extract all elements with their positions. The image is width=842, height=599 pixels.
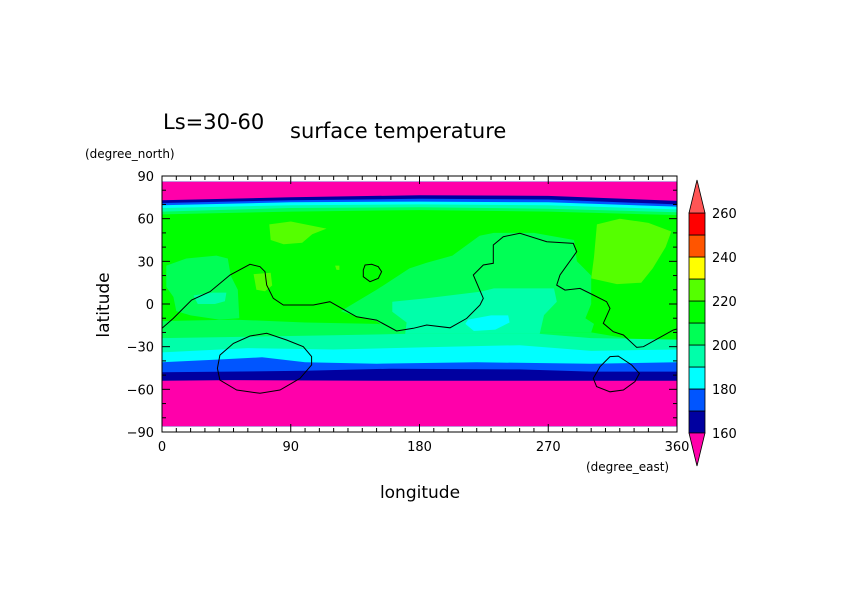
y-tick-label: −90 bbox=[127, 426, 154, 441]
colorbar-over-triangle bbox=[688, 179, 706, 214]
y-unit-label: (degree_north) bbox=[85, 147, 175, 161]
contour-fill-220-230 bbox=[591, 218, 672, 285]
colorbar-box-220 bbox=[688, 278, 706, 302]
contour-fill-<160 bbox=[162, 380, 677, 427]
contour-fill-<160 bbox=[162, 181, 677, 201]
y-tick-label: 90 bbox=[137, 170, 154, 185]
x-tick-label: 180 bbox=[407, 440, 432, 455]
x-unit-label: (degree_east) bbox=[586, 460, 669, 474]
x-axis-label: longitude bbox=[380, 483, 460, 503]
y-tick-labels: 90 60 30 0 −30 −60 −90 bbox=[127, 170, 154, 441]
y-tick-label: −60 bbox=[127, 383, 154, 398]
colorbar-box-230 bbox=[688, 256, 706, 280]
y-tick-label: −30 bbox=[127, 341, 154, 356]
colorbar-label: 200 bbox=[712, 339, 737, 354]
axis-ticks bbox=[161, 175, 678, 433]
colorbar-under-triangle bbox=[688, 432, 706, 467]
colorbar-box-200 bbox=[688, 322, 706, 346]
y-tick-label: 30 bbox=[137, 255, 154, 270]
colorbar-box-240 bbox=[688, 234, 706, 258]
contour-line bbox=[592, 355, 641, 393]
colorbar-label: 180 bbox=[712, 383, 737, 398]
colorbar-label: 240 bbox=[712, 251, 737, 266]
contour-line bbox=[216, 332, 313, 394]
contour-line bbox=[362, 263, 383, 283]
contour-fill-220-230 bbox=[335, 265, 340, 270]
chart-title: surface temperature bbox=[290, 119, 506, 143]
colorbar-box-210 bbox=[688, 300, 706, 324]
x-tick-label: 360 bbox=[665, 440, 690, 455]
x-tick-label: 270 bbox=[536, 440, 561, 455]
x-tick-label: 0 bbox=[158, 440, 166, 455]
x-tick-label: 90 bbox=[282, 440, 299, 455]
colorbar: 260 240 220 200 180 160 bbox=[688, 179, 737, 467]
contour-fill-180-190 bbox=[465, 315, 510, 331]
colorbar-label: 160 bbox=[712, 427, 737, 442]
contour-fill-200-210 bbox=[166, 255, 240, 320]
colorbar-box-160 bbox=[688, 410, 706, 434]
chart-subtitle: Ls=30-60 bbox=[163, 110, 264, 134]
colorbar-box-190 bbox=[688, 344, 706, 368]
contour-line bbox=[162, 232, 677, 348]
colorbar-box-250 bbox=[688, 212, 706, 236]
colorbar-label: 220 bbox=[712, 295, 737, 310]
y-tick-label: 60 bbox=[137, 213, 154, 228]
contour-fill-220-230 bbox=[269, 221, 327, 245]
y-tick-label: 0 bbox=[146, 298, 154, 313]
colorbar-box-170 bbox=[688, 388, 706, 412]
contour-layer bbox=[162, 232, 677, 394]
map-fill-layer bbox=[162, 181, 677, 427]
y-axis-label: latitude bbox=[94, 272, 114, 337]
colorbar-box-180 bbox=[688, 366, 706, 390]
x-tick-labels: 0 90 180 270 360 bbox=[158, 440, 690, 455]
colorbar-label: 260 bbox=[712, 207, 737, 222]
